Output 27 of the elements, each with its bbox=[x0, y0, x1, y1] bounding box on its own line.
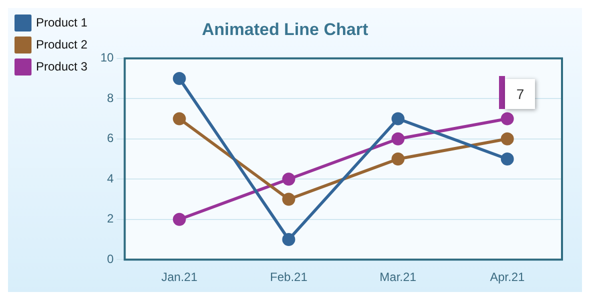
legend-label: Product 2 bbox=[36, 37, 88, 52]
legend-label: Product 3 bbox=[36, 59, 88, 74]
point bbox=[282, 232, 296, 246]
chart-title: Animated Line Chart bbox=[202, 20, 368, 39]
y-tick-label: 4 bbox=[107, 171, 114, 186]
point bbox=[392, 112, 405, 126]
point bbox=[172, 212, 186, 226]
x-tick-label: Feb.21 bbox=[270, 270, 308, 284]
x-tick-label: Apr.21 bbox=[490, 270, 526, 284]
point bbox=[500, 112, 514, 126]
y-tick-label: 0 bbox=[107, 252, 114, 266]
point bbox=[282, 172, 296, 186]
y-tick-label: 2 bbox=[107, 212, 114, 226]
annotation: 7 bbox=[505, 78, 536, 109]
y-tick-label: 6 bbox=[107, 131, 114, 146]
point bbox=[500, 132, 514, 146]
legend-label: Product 1 bbox=[36, 15, 88, 30]
point bbox=[500, 152, 514, 166]
y-tick-label: 10 bbox=[100, 50, 114, 65]
point bbox=[282, 192, 296, 206]
point bbox=[172, 72, 186, 86]
x-tick-label: Jan.21 bbox=[161, 270, 198, 284]
y-tick-label: 8 bbox=[107, 90, 114, 105]
point bbox=[172, 112, 186, 126]
x-tick-label: Mar.21 bbox=[380, 270, 417, 284]
point bbox=[392, 152, 405, 166]
point bbox=[392, 132, 405, 146]
